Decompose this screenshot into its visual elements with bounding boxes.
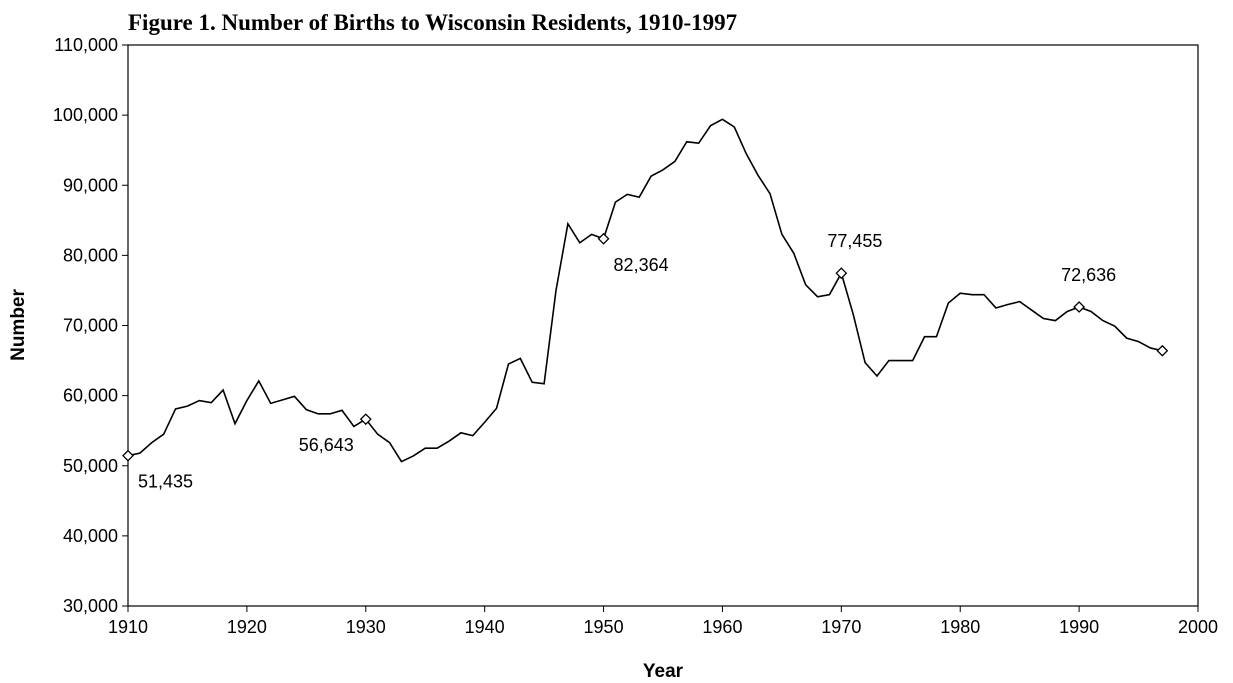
x-tick-label: 1950: [584, 617, 624, 637]
marker: [122, 449, 134, 462]
y-tick-label: 80,000: [63, 245, 118, 265]
data-label: 77,455: [827, 231, 882, 251]
chart-title: Figure 1. Number of Births to Wisconsin …: [128, 10, 737, 35]
y-tick-label: 70,000: [63, 316, 118, 336]
x-tick-label: 1940: [465, 617, 505, 637]
data-label: 82,364: [614, 255, 669, 275]
x-tick-label: 1930: [346, 617, 386, 637]
marker: [1073, 301, 1086, 313]
y-tick-label: 30,000: [63, 596, 118, 616]
y-tick-label: 60,000: [63, 386, 118, 406]
marker: [597, 232, 610, 245]
x-tick-label: 1970: [821, 617, 861, 637]
data-label: 72,636: [1061, 265, 1116, 285]
marker: [1156, 344, 1169, 357]
x-tick-label: 1980: [940, 617, 980, 637]
plot-frame: [127, 44, 1199, 607]
data-label: 51,435: [138, 472, 193, 492]
line: [127, 118, 1163, 463]
data-label: 56,643: [299, 435, 354, 455]
x-tick-label: 1960: [702, 617, 742, 637]
y-tick-label: 90,000: [63, 175, 118, 195]
x-tick-label: 1920: [227, 617, 267, 637]
x-tick-label: 2000: [1178, 617, 1218, 637]
marker: [835, 267, 848, 280]
marker: [359, 413, 372, 426]
y-tick-label: 50,000: [63, 456, 118, 476]
y-tick-label: 100,000: [53, 105, 118, 125]
y-axis-title: Number: [8, 289, 29, 361]
y-tick-label: 110,000: [54, 35, 118, 55]
x-tick-label: 1990: [1059, 617, 1099, 637]
x-axis-title: Year: [643, 661, 684, 682]
y-tick-label: 40,000: [63, 526, 118, 546]
x-tick-label: 1910: [108, 617, 148, 637]
